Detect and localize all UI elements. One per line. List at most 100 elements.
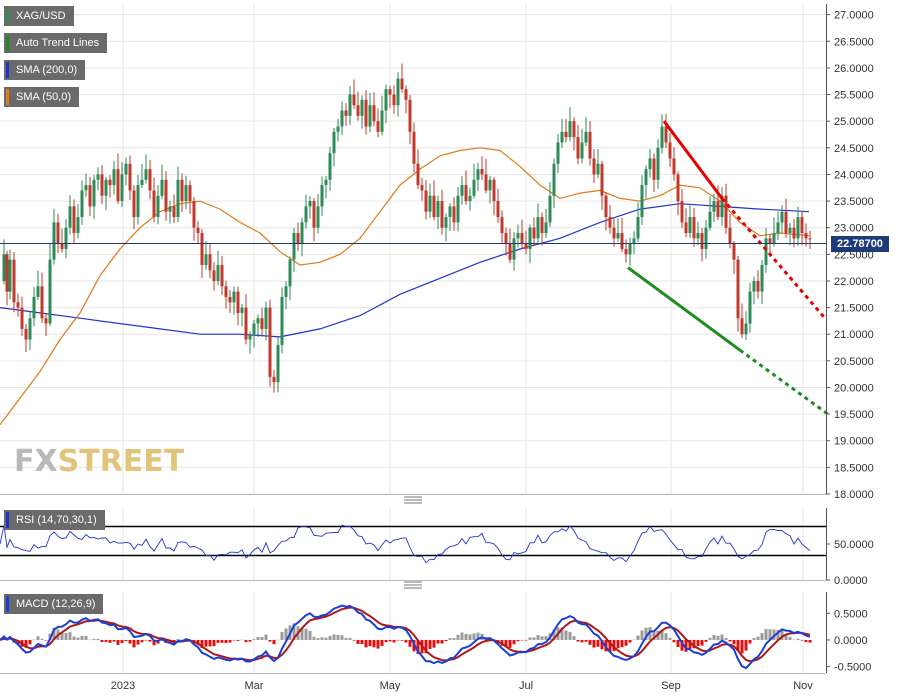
macd-histogram-bar [444,639,448,642]
macd-histogram-bar [240,639,244,641]
candle-body [28,318,32,340]
macd-histogram-bar [592,639,596,648]
legend-swatch [6,62,9,78]
macd-histogram-bar [756,636,760,640]
legend-swatch [6,35,9,51]
candle-body [732,243,736,260]
x-tick-label: Nov [793,680,813,692]
macd-histogram-bar [584,639,588,642]
y-tick-label: 21.5000 [834,303,874,315]
candle-body [16,302,20,308]
main-panel: 18.0000 18.5000 19.0000 19.5000 20.0000 20.50… [0,4,874,501]
macd-histogram-bar [476,632,480,640]
panel-splitter-1[interactable] [404,496,422,504]
candle-body [672,158,676,175]
candle-body [664,126,668,143]
candle-body [240,307,244,313]
candle-body [580,142,584,159]
candle-body [316,206,320,228]
candle-body [424,190,428,212]
candle-body [256,318,260,324]
legend-xagusd[interactable]: XAG/USD [4,6,74,26]
legend-macd[interactable]: MACD (12,26,9) [4,594,104,614]
macd-histogram-bar [720,634,724,640]
candle-body [152,190,156,218]
macd-histogram-bar [160,639,164,641]
macd-histogram-bar [384,639,388,643]
candle-body [448,206,452,218]
candle-body [808,238,812,240]
macd-histogram-bar [792,639,796,641]
candle-body [204,254,208,265]
candle-body [452,206,456,223]
candle-body [220,264,224,287]
candle-body [564,131,568,138]
y-tick-label: 50.0000 [834,539,874,551]
candle-body [588,131,592,159]
y-tick-label: -0.5000 [834,662,871,674]
candle-body [696,233,700,239]
candle-body [292,233,296,260]
macd-histogram-bar [536,635,540,640]
candle-body [208,254,212,271]
macd-histogram-bar [124,639,128,642]
candle-body [116,169,120,202]
legend-sma-200[interactable]: SMA (200,0) [4,60,86,80]
candle-body [556,142,560,164]
candle-body [640,185,644,218]
macd-histogram-bar [796,638,800,640]
candle-body [460,185,464,196]
main-plot-area [0,4,826,494]
x-tick-label: Jul [519,680,533,692]
macd-histogram-bar [336,635,340,640]
candle-body [464,185,468,202]
candle-body [276,344,280,383]
candle-body [704,227,708,249]
y-tick-label: 0.0000 [834,635,868,647]
candle-body [100,174,104,196]
panel-splitter-2[interactable] [404,581,422,589]
candle-body [516,233,520,239]
macd-histogram-bar [416,639,420,654]
x-tick-label: Mar [245,680,264,692]
macd-histogram-bar [748,639,752,644]
candle-body [456,195,460,223]
trend-line-solid [627,266,741,352]
macd-histogram-bar [696,639,700,647]
legend-label: XAG/USD [16,10,66,22]
macd-y-axis: -0.5000 0.0000 0.5000 [826,608,871,674]
macd-histogram-bar [580,639,584,643]
candle-body [752,280,756,292]
candle-body [652,158,656,180]
candle-body [56,222,60,244]
trend-line-solid [662,120,724,200]
candle-body [432,195,436,218]
macd-histogram-bar [640,630,644,640]
macd-signal-line [0,606,811,663]
candle-body [200,233,204,265]
candle-body [320,185,324,207]
macd-histogram-bar [292,623,296,640]
candle-body [648,158,652,170]
y-tick-label: 24.0000 [834,169,874,181]
sma-50-line [0,147,810,426]
macd-histogram-bar [68,632,72,640]
candle-body [180,179,184,202]
candle-body [8,259,12,292]
macd-histogram-bar [364,639,368,648]
candle-body [84,185,88,191]
legend-auto-trend-lines[interactable]: Auto Trend Lines [4,33,108,53]
legend-rsi[interactable]: RSI (14,70,30,1) [4,510,105,530]
macd-histogram-bar [324,637,328,640]
legend-label: MACD (12,26,9) [16,598,96,610]
macd-histogram-bar [684,639,688,652]
candle-body [332,131,336,154]
candle-body [336,126,340,132]
legend-sma-50[interactable]: SMA (50,0) [4,87,80,107]
y-tick-label: 22.0000 [834,276,874,288]
candle-body [684,222,688,234]
candle-body [48,259,52,324]
candle-body [568,121,572,138]
y-tick-label: 19.0000 [834,436,874,448]
macd-histogram-bar [520,639,524,641]
